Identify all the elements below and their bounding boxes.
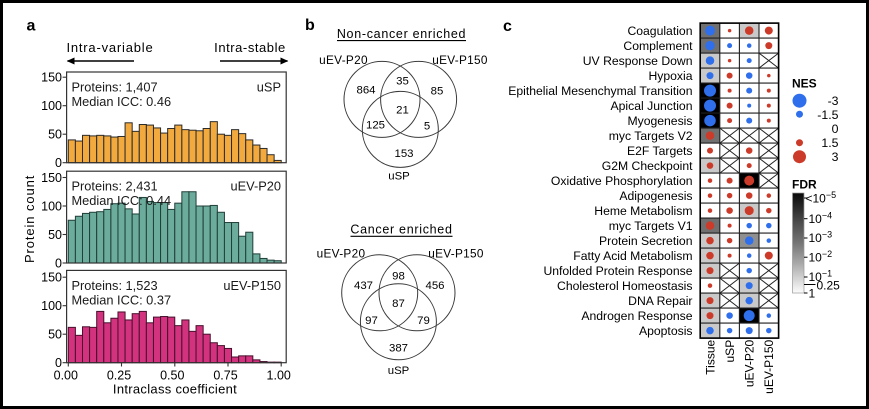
svg-text:0.25: 0.25 [107, 369, 131, 383]
svg-text:1.5: 1.5 [821, 136, 838, 150]
svg-text:3: 3 [832, 150, 839, 164]
svg-text:0.75: 0.75 [213, 369, 237, 383]
svg-text:1.00: 1.00 [267, 369, 291, 383]
svg-text:-1.5: -1.5 [817, 108, 838, 122]
svg-text:c: c [503, 18, 512, 35]
svg-text:150: 150 [41, 71, 62, 85]
svg-text:UV Response Down: UV Response Down [583, 54, 693, 68]
svg-text:50: 50 [48, 228, 62, 242]
svg-text:Tissue: Tissue [703, 339, 717, 374]
svg-text:Apoptosis: Apoptosis [639, 324, 693, 338]
svg-text:uEV-P20: uEV-P20 [230, 179, 281, 194]
svg-text:Intra-variable: Intra-variable [66, 40, 153, 55]
svg-text:Heme Metabolism: Heme Metabolism [594, 204, 692, 218]
svg-text:21: 21 [396, 105, 409, 117]
svg-text:0.00: 0.00 [54, 369, 78, 383]
svg-text:0: 0 [55, 256, 62, 270]
svg-text:0: 0 [55, 356, 62, 370]
svg-text:97: 97 [365, 315, 378, 327]
svg-text:myc Targets V1: myc Targets V1 [609, 219, 693, 233]
svg-text:myc Targets V2: myc Targets V2 [609, 129, 693, 143]
svg-text:a: a [27, 18, 36, 35]
svg-text:Median ICC: 0.44: Median ICC: 0.44 [72, 193, 172, 208]
svg-text:Non-cancer enriched: Non-cancer enriched [337, 27, 466, 41]
svg-text:DNA Repair: DNA Repair [628, 294, 692, 308]
svg-text:Apical Junction: Apical Junction [611, 99, 693, 113]
svg-text:100: 100 [41, 299, 62, 313]
svg-text:uSP: uSP [388, 365, 410, 377]
svg-text:5: 5 [424, 121, 430, 133]
svg-text:uEV-P20: uEV-P20 [743, 339, 757, 387]
svg-text:150: 150 [41, 171, 62, 185]
svg-text:387: 387 [389, 343, 408, 355]
svg-text:uEV-P20: uEV-P20 [317, 247, 366, 261]
svg-text:50: 50 [48, 128, 62, 142]
svg-text:87: 87 [392, 298, 405, 310]
svg-text:b: b [305, 17, 315, 34]
svg-text:Protein Secretion: Protein Secretion [599, 234, 693, 248]
svg-text:456: 456 [425, 280, 444, 292]
svg-text:864: 864 [356, 85, 375, 97]
svg-text:E2F Targets: E2F Targets [627, 144, 692, 158]
svg-text:98: 98 [392, 271, 405, 283]
svg-text:0: 0 [832, 122, 839, 136]
svg-text:Proteins: 1,523: Proteins: 1,523 [72, 278, 158, 293]
svg-text:Hypoxia: Hypoxia [648, 69, 692, 83]
svg-text:uEV-P150: uEV-P150 [432, 53, 488, 67]
svg-text:Median ICC: 0.37: Median ICC: 0.37 [72, 292, 172, 307]
svg-text:uEV-P150: uEV-P150 [762, 339, 776, 393]
svg-text:Oxidative Phosphorylation: Oxidative Phosphorylation [551, 174, 693, 188]
svg-text:Coagulation: Coagulation [627, 24, 692, 38]
svg-text:Adipogenesis: Adipogenesis [619, 189, 692, 203]
svg-text:Myogenesis: Myogenesis [627, 114, 692, 128]
svg-text:Androgen Response: Androgen Response [581, 309, 692, 323]
svg-text:NES: NES [792, 77, 817, 91]
svg-text:Cancer enriched: Cancer enriched [350, 223, 452, 237]
svg-text:125: 125 [366, 120, 385, 132]
svg-text:-3: -3 [828, 94, 839, 108]
svg-text:uSP: uSP [723, 340, 737, 363]
svg-text:FDR: FDR [792, 178, 817, 192]
svg-text:0.25: 0.25 [817, 279, 841, 293]
svg-text:153: 153 [394, 148, 413, 160]
svg-text:uSP: uSP [388, 171, 410, 183]
svg-text:Proteins: 2,431: Proteins: 2,431 [72, 179, 158, 194]
svg-text:Fatty Acid Metabolism: Fatty Acid Metabolism [573, 249, 692, 263]
svg-text:79: 79 [417, 315, 430, 327]
svg-text:0: 0 [55, 156, 62, 170]
svg-text:Unfolded Protein Response: Unfolded Protein Response [543, 264, 692, 278]
svg-text:0.50: 0.50 [160, 369, 184, 383]
svg-text:100: 100 [41, 199, 62, 213]
svg-text:Proteins: 1,407: Proteins: 1,407 [72, 80, 158, 95]
svg-text:uSP: uSP [257, 80, 281, 95]
svg-text:Median ICC: 0.46: Median ICC: 0.46 [72, 94, 172, 109]
svg-text:1: 1 [809, 286, 816, 300]
svg-text:uEV-P150: uEV-P150 [223, 278, 281, 293]
svg-text:Intra-stable: Intra-stable [214, 40, 286, 55]
svg-text:150: 150 [41, 271, 62, 285]
svg-text:85: 85 [431, 86, 444, 98]
svg-text:uEV-P20: uEV-P20 [319, 53, 368, 67]
svg-text:Complement: Complement [623, 39, 693, 53]
svg-text:Intraclass coefficient: Intraclass coefficient [113, 382, 237, 397]
svg-text:35: 35 [396, 76, 409, 88]
svg-text:G2M Checkpoint: G2M Checkpoint [602, 159, 693, 173]
svg-text:Protein count: Protein count [22, 175, 37, 263]
svg-text:50: 50 [48, 328, 62, 342]
svg-text:uEV-P150: uEV-P150 [428, 247, 484, 261]
svg-text:100: 100 [41, 99, 62, 113]
svg-text:Cholesterol Homeostasis: Cholesterol Homeostasis [557, 279, 692, 293]
svg-text:437: 437 [354, 280, 373, 292]
svg-text:Epithelial Mesenchymal Transit: Epithelial Mesenchymal Transition [508, 84, 692, 98]
